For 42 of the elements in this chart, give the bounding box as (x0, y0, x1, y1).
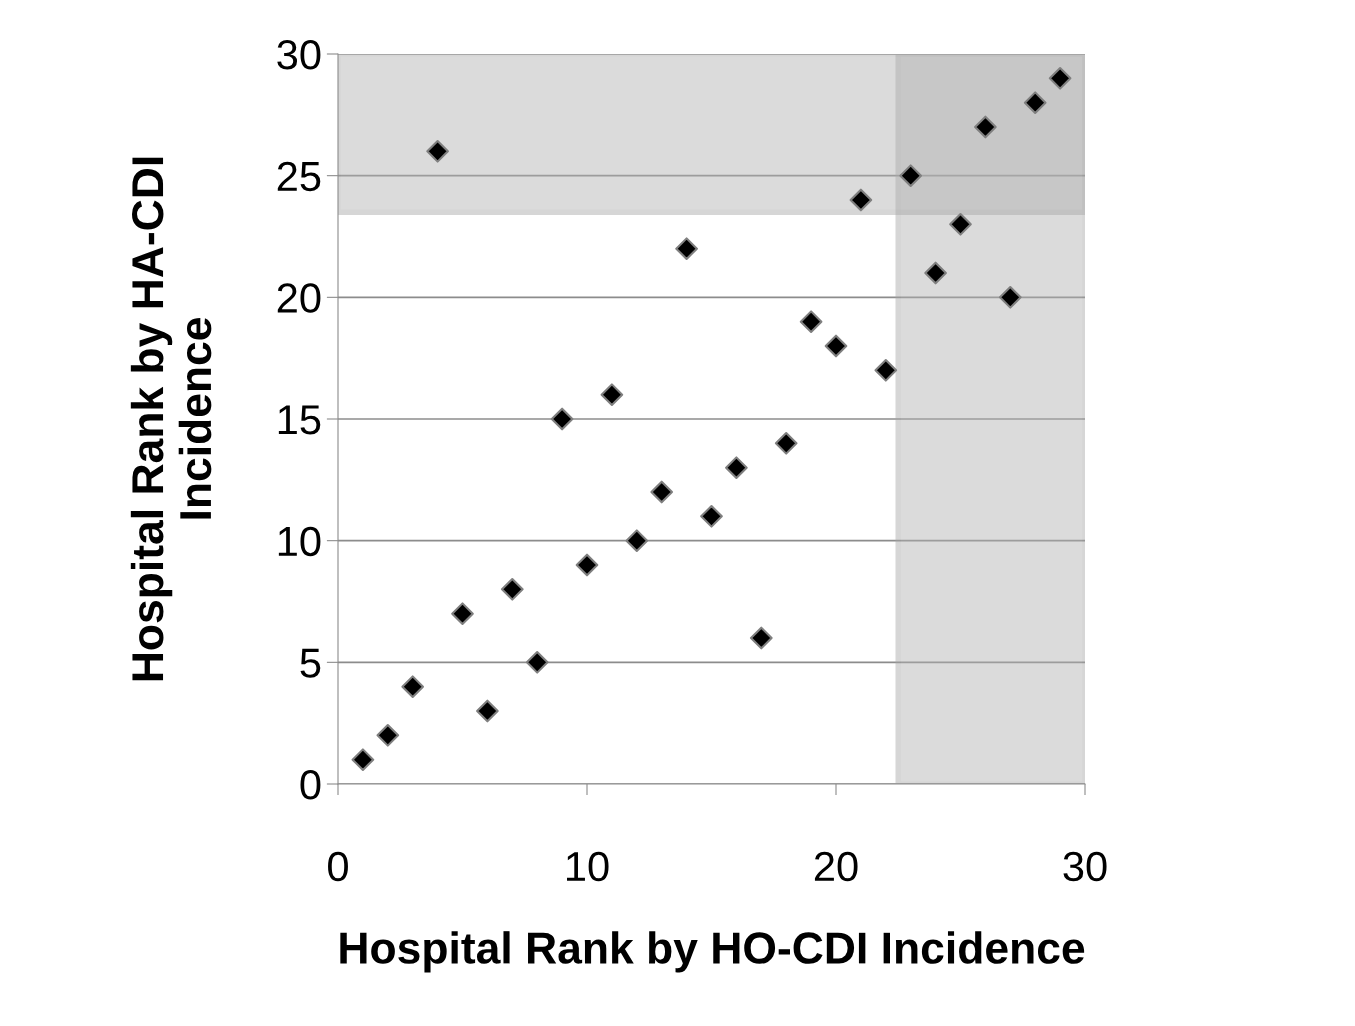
point (849, 188, 873, 212)
point (650, 480, 674, 504)
y-tick-label: 30 (277, 40, 321, 70)
y-tick-label: 10 (278, 526, 321, 557)
point (376, 723, 400, 747)
x-tick-label: 10 (567, 851, 609, 882)
point (700, 504, 723, 528)
point (899, 164, 923, 188)
point (874, 358, 898, 382)
point (600, 383, 624, 407)
point (351, 748, 375, 772)
point (799, 310, 823, 334)
point (725, 456, 748, 480)
point (998, 285, 1022, 309)
y-tick-label: 15 (278, 405, 321, 435)
point (625, 529, 649, 553)
point (401, 675, 425, 699)
point (500, 577, 524, 601)
y-tick-label: 0 (300, 770, 321, 800)
y-tick-label: 25 (277, 161, 321, 192)
y-tick-label: 20 (277, 283, 321, 313)
point (476, 699, 499, 723)
point (525, 650, 549, 674)
point (1048, 66, 1072, 90)
point (949, 212, 972, 236)
y-axis-title: Hospital Rank by HA-CDI Incidence (130, 157, 212, 681)
point (426, 139, 449, 163)
point (749, 626, 773, 650)
point (924, 261, 947, 285)
y-tick-label: 5 (300, 648, 321, 678)
x-tick-label: 30 (1063, 851, 1107, 882)
point (451, 602, 474, 626)
point (824, 334, 848, 358)
point (774, 431, 798, 455)
point (550, 407, 574, 431)
point (974, 115, 997, 139)
point (675, 237, 698, 261)
x-tick-label: 20 (814, 851, 858, 882)
point (575, 553, 599, 577)
x-tick-label: 0 (328, 851, 348, 882)
point (1023, 91, 1047, 115)
x-axis-title: Hospital Rank by HO-CDI Incidence (340, 931, 1085, 973)
